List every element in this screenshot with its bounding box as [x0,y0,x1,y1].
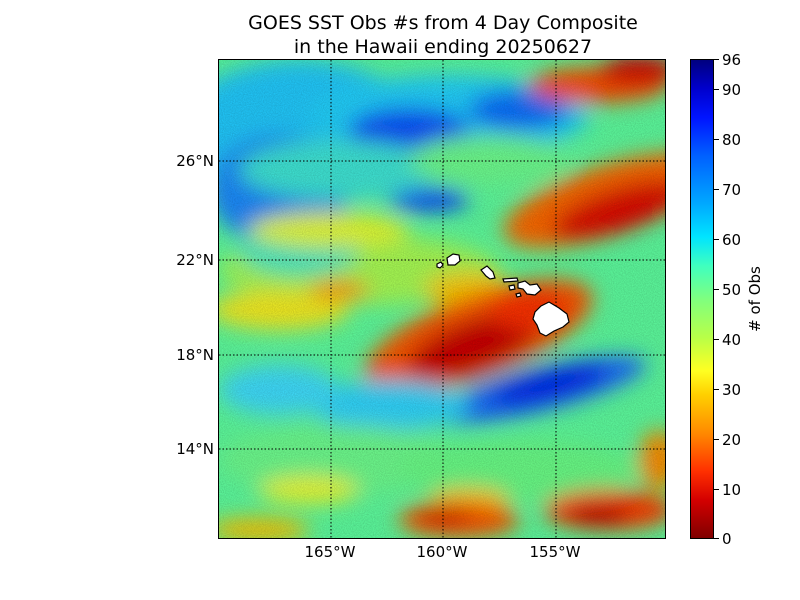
colorbar-axis-label: # of Obs [746,266,764,332]
colorbar-tick [714,389,719,390]
island-oahu [480,265,496,280]
island-kauai [446,253,461,266]
colorbar-label-50: 50 [722,281,742,299]
map-plot-area [218,59,666,539]
colorbar-tick [714,339,719,340]
island-hawaii [532,301,570,337]
colorbar-label-20: 20 [722,431,742,449]
lat-label-26n: 26°N [176,152,214,170]
island-maui [517,280,542,296]
colorbar-tick [714,489,719,490]
lat-label-22n: 22°N [176,251,214,269]
colorbar-tick [714,139,719,140]
chart-title-line-2: in the Hawaii ending 20250627 [293,36,593,58]
colorbar-label-96: 96 [722,51,742,69]
colorbar-tick [714,439,719,440]
colorbar-tick [714,289,719,290]
sst-obs-field [219,60,665,538]
colorbar-tick [714,239,719,240]
colorbar-label-40: 40 [722,331,742,349]
lon-label-155w: 155°W [529,543,581,561]
island-molokai [502,277,519,283]
colorbar-label-30: 30 [722,381,742,399]
lat-label-14n: 14°N [176,440,214,458]
colorbar-tick [714,89,719,90]
colorbar-tick [714,189,719,190]
lat-label-18n: 18°N [176,346,214,364]
colorbar-label-70: 70 [722,181,742,199]
colorbar-label-80: 80 [722,131,742,149]
lon-label-160w: 160°W [416,543,468,561]
colorbar-tick [714,59,719,60]
colorbar-label-0: 0 [722,530,732,548]
island-niihau [436,261,444,269]
chart-title-line-1: GOES SST Obs #s from 4 Day Composite [248,12,638,34]
gridlines [219,60,665,538]
colorbar-label-60: 60 [722,231,742,249]
colorbar-tick [714,538,719,539]
hawaiian-islands [436,253,570,337]
colorbar-label-10: 10 [722,481,742,499]
island-lanai [508,284,516,291]
lon-label-165w: 165°W [304,543,356,561]
colorbar-label-90: 90 [722,81,742,99]
island-kahoolawe [515,292,522,298]
colorbar [690,59,714,539]
